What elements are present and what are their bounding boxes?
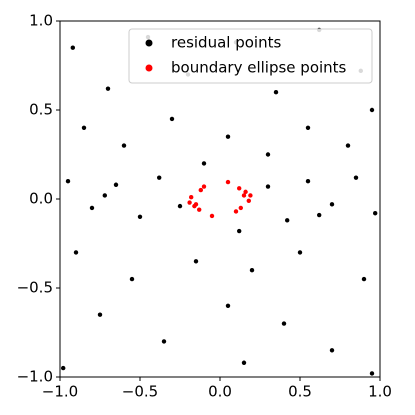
point (61, 365, 66, 371)
point (102, 193, 108, 198)
ticks: −1.0 −0.5 0.0 0.5 1.0 −1.0 −0.5 0.0 0.5 1.0 (17, 12, 392, 401)
point (129, 276, 135, 282)
x-tick-label: −1.0 (42, 383, 78, 401)
point (209, 213, 215, 219)
point (201, 161, 207, 166)
point (238, 205, 243, 211)
point (189, 195, 194, 200)
y-tick-label: 0.0 (29, 190, 53, 208)
x-tick-label: −0.5 (122, 383, 158, 401)
legend-marker (145, 39, 153, 47)
point (281, 321, 287, 326)
point (317, 212, 322, 218)
point (345, 143, 351, 148)
point (169, 116, 175, 122)
point (177, 203, 183, 209)
y-tick-label: 0.5 (29, 101, 53, 119)
legend-box (128, 28, 373, 84)
x-tick-label: 0.0 (208, 383, 232, 401)
point (243, 189, 248, 195)
point (137, 214, 143, 219)
point (285, 218, 290, 223)
point (193, 259, 199, 264)
point (361, 276, 367, 282)
point (248, 193, 253, 198)
point (241, 360, 247, 365)
point (369, 371, 375, 376)
point (197, 207, 202, 212)
point (273, 90, 279, 95)
point (369, 107, 375, 113)
point (265, 152, 271, 157)
point (237, 186, 242, 191)
point (246, 198, 251, 203)
point (353, 175, 359, 180)
point (265, 184, 271, 189)
point (73, 250, 79, 255)
legend: residual points boundary ellipse points (128, 28, 373, 84)
point (187, 200, 192, 205)
point (241, 193, 247, 198)
point (329, 348, 335, 353)
point (305, 125, 311, 130)
point (192, 203, 197, 209)
point (157, 175, 162, 180)
point (225, 179, 231, 185)
point (89, 205, 95, 211)
point (70, 45, 76, 50)
point (81, 125, 87, 130)
point (225, 134, 231, 139)
point (198, 187, 203, 193)
legend-marker (145, 64, 153, 72)
y-tick-label: −1.0 (17, 368, 53, 386)
point (65, 179, 71, 184)
point (305, 179, 311, 184)
legend-label: boundary ellipse points (171, 59, 347, 77)
point (225, 303, 231, 308)
legend-label: residual points (171, 34, 281, 52)
point (105, 86, 111, 91)
point (201, 184, 207, 189)
point (373, 211, 378, 216)
point (297, 250, 303, 255)
y-tick-label: 1.0 (29, 12, 53, 30)
point (237, 228, 242, 234)
point (249, 268, 255, 273)
point (113, 182, 119, 187)
point (97, 312, 103, 317)
y-tick-label: −0.5 (17, 279, 53, 297)
point (121, 143, 127, 148)
point (329, 202, 335, 207)
x-tick-label: 0.5 (288, 383, 312, 401)
point (233, 209, 239, 214)
point (161, 339, 167, 344)
x-tick-label: 1.0 (368, 383, 392, 401)
